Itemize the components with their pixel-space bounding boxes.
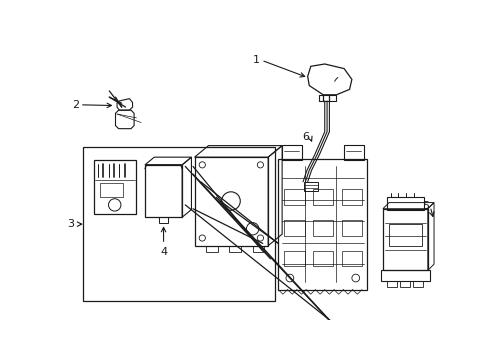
Bar <box>413 281 423 287</box>
Bar <box>159 217 168 223</box>
Bar <box>383 209 428 270</box>
Bar <box>253 246 264 252</box>
Bar <box>313 189 333 205</box>
Bar <box>278 159 368 289</box>
Bar <box>195 157 268 246</box>
Bar <box>389 224 421 246</box>
Bar <box>381 270 430 281</box>
Text: 5: 5 <box>422 202 429 211</box>
Bar <box>145 165 182 217</box>
Bar <box>206 246 218 252</box>
Bar <box>83 147 275 301</box>
Text: 1: 1 <box>253 55 260 65</box>
Text: 4: 4 <box>160 247 167 257</box>
Bar <box>387 281 397 287</box>
Bar <box>229 246 241 252</box>
Bar <box>285 251 305 266</box>
Text: 6: 6 <box>302 132 309 142</box>
Bar <box>100 183 123 197</box>
Bar <box>342 189 362 205</box>
Bar <box>313 251 333 266</box>
Bar <box>342 251 362 266</box>
Bar <box>318 95 336 101</box>
Bar <box>285 220 305 236</box>
Bar <box>94 160 136 214</box>
Bar <box>344 145 364 160</box>
Text: 3: 3 <box>67 219 74 229</box>
Bar <box>313 220 333 236</box>
Bar <box>282 145 301 160</box>
Bar <box>285 189 305 205</box>
Bar <box>387 197 424 210</box>
Bar <box>400 281 410 287</box>
Bar <box>342 220 362 236</box>
Text: 2: 2 <box>72 100 79 110</box>
Bar <box>304 182 318 191</box>
